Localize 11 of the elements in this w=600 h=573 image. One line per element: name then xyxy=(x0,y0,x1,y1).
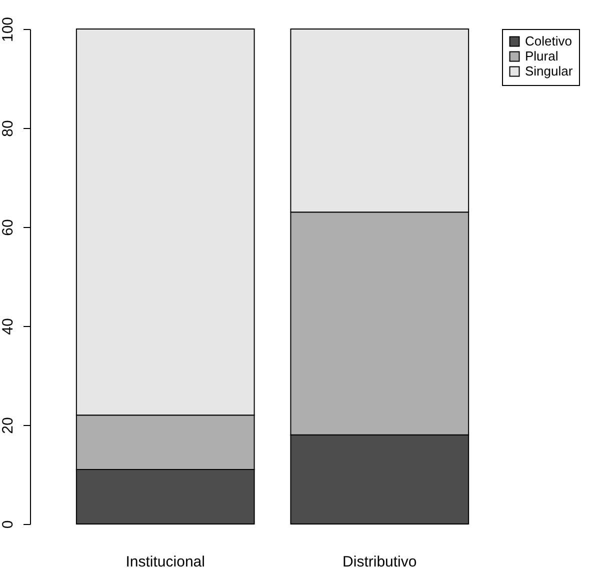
y-tick-label: 20 xyxy=(0,417,16,434)
y-tick-label: 60 xyxy=(0,219,16,236)
y-tick-label: 40 xyxy=(0,318,16,335)
x-tick-label: Distributivo xyxy=(342,554,417,570)
y-tick-label: 80 xyxy=(0,120,16,137)
legend-label: Plural xyxy=(525,48,558,64)
x-tick-label: Institucional xyxy=(126,554,205,570)
y-tick-label: 0 xyxy=(0,520,16,529)
legend-label: Coletivo xyxy=(525,34,572,48)
legend-label: Singular xyxy=(525,64,574,78)
y-tick-label: 100 xyxy=(0,16,16,42)
